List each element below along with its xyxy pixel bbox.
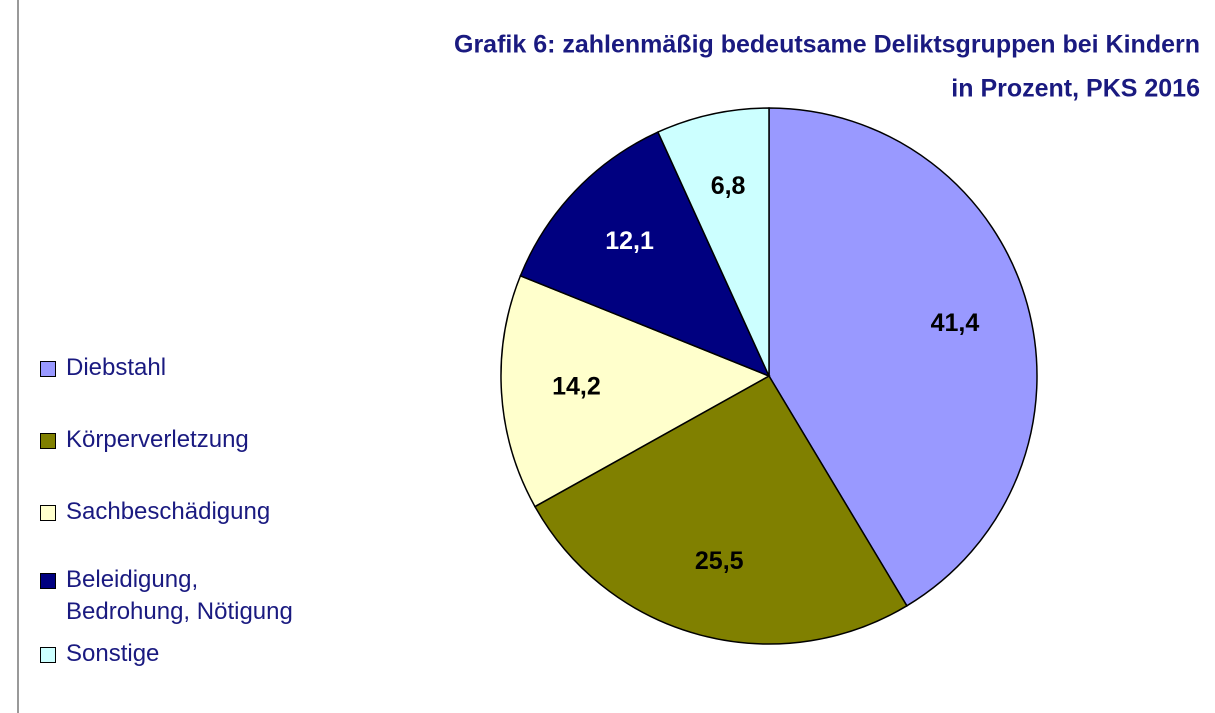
legend-item: Sachbeschädigung (40, 496, 340, 528)
legend-label: Sonstige (66, 640, 160, 667)
pie-slice (500, 274, 771, 508)
data-label: 14,2 (552, 373, 601, 401)
pie-slice (768, 107, 1038, 607)
data-label: 25,5 (695, 547, 744, 575)
legend-item: Beleidigung, Bedrohung, Nötigung (40, 564, 340, 628)
data-label: 41,4 (931, 309, 980, 337)
pie-slice (519, 131, 771, 378)
legend-item: Diebstahl (40, 352, 340, 384)
legend-item: Sonstige (40, 638, 340, 670)
legend-swatch (40, 505, 56, 521)
data-label: 6,8 (711, 172, 746, 200)
legend-swatch (40, 573, 56, 589)
legend-label: Beleidigung, Bedrohung, Nötigung (66, 566, 293, 625)
legend-label: Sachbeschädigung (66, 498, 271, 525)
pie-slice (533, 374, 908, 645)
chart-title: Grafik 6: zahlenmäßig bedeutsame Delikts… (454, 31, 1200, 59)
legend-swatch (40, 433, 56, 449)
chart-title: in Prozent, PKS 2016 (951, 75, 1200, 103)
data-label: 12,1 (605, 227, 654, 255)
legend-item: Körperverletzung (40, 424, 340, 456)
legend-swatch (40, 647, 56, 663)
legend-label: Körperverletzung (66, 426, 249, 453)
legend-label: Diebstahl (66, 354, 167, 381)
pie-slice (656, 107, 770, 377)
legend-swatch (40, 361, 56, 377)
